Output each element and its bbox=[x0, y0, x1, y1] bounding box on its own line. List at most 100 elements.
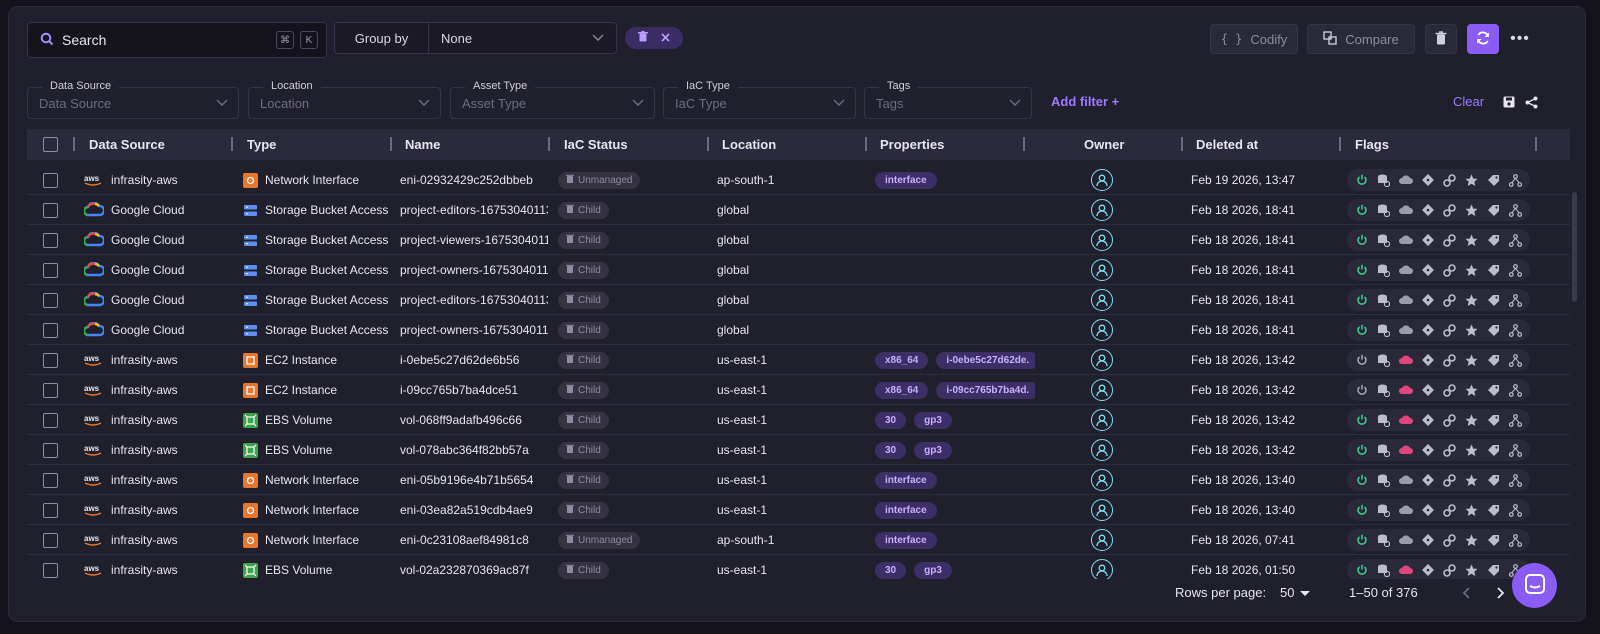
property-tag[interactable]: interface bbox=[875, 531, 937, 549]
power-icon[interactable] bbox=[1354, 202, 1370, 218]
table-row[interactable]: aws infrasity-aws Network Interface eni-05b… bbox=[27, 465, 1570, 495]
drift-cloud-icon[interactable] bbox=[1398, 532, 1414, 548]
star-icon[interactable] bbox=[1463, 562, 1479, 578]
group-by-select[interactable]: Group by None bbox=[334, 22, 617, 54]
asset-name-link[interactable]: vol-02a232870369ac87f bbox=[400, 563, 529, 577]
table-row[interactable]: Google Cloud Storage Bucket Access Co proj… bbox=[27, 285, 1570, 315]
star-icon[interactable] bbox=[1463, 472, 1479, 488]
relations-icon[interactable] bbox=[1507, 502, 1523, 518]
row-checkbox[interactable] bbox=[43, 555, 58, 579]
drift-cloud-icon[interactable] bbox=[1398, 292, 1414, 308]
star-icon[interactable] bbox=[1463, 322, 1479, 338]
owner-avatar[interactable] bbox=[1091, 405, 1113, 435]
add-filter-button[interactable]: Add filter + bbox=[1051, 94, 1120, 109]
link-icon[interactable] bbox=[1441, 412, 1457, 428]
table-row[interactable]: Google Cloud Storage Bucket Access Co proj… bbox=[27, 225, 1570, 255]
property-tag[interactable]: 30 bbox=[875, 411, 907, 429]
table-row[interactable]: Google Cloud Storage Bucket Access Co proj… bbox=[27, 255, 1570, 285]
clear-filters-button[interactable]: Clear bbox=[1453, 94, 1485, 109]
row-checkbox[interactable] bbox=[43, 195, 58, 225]
relations-icon[interactable] bbox=[1507, 442, 1523, 458]
link-icon[interactable] bbox=[1441, 442, 1457, 458]
database-sync-icon[interactable] bbox=[1376, 532, 1392, 548]
row-checkbox[interactable] bbox=[43, 285, 58, 315]
relations-icon[interactable] bbox=[1507, 232, 1523, 248]
property-tag[interactable]: i-0ebe5c27d62de. bbox=[936, 351, 1035, 369]
tag-icon[interactable] bbox=[1485, 352, 1501, 368]
database-sync-icon[interactable] bbox=[1376, 382, 1392, 398]
tag-icon[interactable] bbox=[1485, 502, 1501, 518]
table-row[interactable]: aws infrasity-aws EC2 Instance i-0ebe5c27d6… bbox=[27, 345, 1570, 375]
table-row[interactable]: aws infrasity-aws Network Interface eni-03e… bbox=[27, 495, 1570, 525]
row-checkbox[interactable] bbox=[43, 375, 58, 405]
table-row[interactable]: aws infrasity-aws EC2 Instance i-09cc765b7b… bbox=[27, 375, 1570, 405]
database-sync-icon[interactable] bbox=[1376, 322, 1392, 338]
column-divider[interactable] bbox=[1023, 137, 1025, 151]
property-tag[interactable]: gp3 bbox=[914, 411, 952, 429]
filter-data-source[interactable]: Data Source Data Source bbox=[27, 80, 239, 119]
property-tag[interactable]: interface bbox=[875, 471, 937, 489]
column-divider[interactable] bbox=[865, 137, 867, 151]
asset-name-link[interactable]: eni-02932429c252dbbeb bbox=[400, 173, 533, 187]
owner-avatar[interactable] bbox=[1091, 255, 1113, 285]
row-checkbox[interactable] bbox=[43, 345, 58, 375]
asset-name-link[interactable]: i-09cc765b7ba4dce51 bbox=[400, 383, 519, 397]
owner-avatar[interactable] bbox=[1091, 285, 1113, 315]
search-input[interactable]: Search ⌘ K bbox=[27, 22, 327, 58]
row-checkbox[interactable] bbox=[43, 165, 58, 195]
row-checkbox[interactable] bbox=[43, 405, 58, 435]
vertical-scrollbar[interactable] bbox=[1572, 192, 1577, 302]
owner-avatar[interactable] bbox=[1091, 555, 1113, 579]
git-icon[interactable] bbox=[1420, 202, 1436, 218]
column-divider[interactable] bbox=[390, 137, 392, 151]
owner-avatar[interactable] bbox=[1091, 225, 1113, 255]
tag-icon[interactable] bbox=[1485, 472, 1501, 488]
asset-name-link[interactable]: project-editors-16753040113 bbox=[400, 293, 548, 307]
table-row[interactable]: aws infrasity-aws Network Interface eni-029… bbox=[27, 165, 1570, 195]
git-icon[interactable] bbox=[1420, 292, 1436, 308]
star-icon[interactable] bbox=[1463, 502, 1479, 518]
star-icon[interactable] bbox=[1463, 532, 1479, 548]
column-header-properties[interactable]: Properties bbox=[880, 137, 945, 152]
column-divider[interactable] bbox=[1535, 137, 1537, 151]
column-header-iac-status[interactable]: IaC Status bbox=[564, 137, 628, 152]
database-sync-icon[interactable] bbox=[1376, 472, 1392, 488]
table-row[interactable]: aws infrasity-aws Network Interface eni-0c2… bbox=[27, 525, 1570, 555]
row-checkbox[interactable] bbox=[43, 315, 58, 345]
git-icon[interactable] bbox=[1420, 502, 1436, 518]
power-icon[interactable] bbox=[1354, 412, 1370, 428]
tag-icon[interactable] bbox=[1485, 562, 1501, 578]
relations-icon[interactable] bbox=[1507, 292, 1523, 308]
chat-support-button[interactable] bbox=[1512, 563, 1557, 608]
save-icon[interactable] bbox=[1501, 94, 1517, 110]
owner-avatar[interactable] bbox=[1091, 435, 1113, 465]
filter-asset-type[interactable]: Asset Type Asset Type bbox=[450, 80, 655, 119]
git-icon[interactable] bbox=[1420, 172, 1436, 188]
table-row[interactable]: Google Cloud Storage Bucket Access Co proj… bbox=[27, 315, 1570, 345]
database-sync-icon[interactable] bbox=[1376, 262, 1392, 278]
drift-cloud-icon[interactable] bbox=[1398, 262, 1414, 278]
database-sync-icon[interactable] bbox=[1376, 352, 1392, 368]
close-icon[interactable] bbox=[661, 31, 670, 45]
owner-avatar[interactable] bbox=[1091, 315, 1113, 345]
column-divider[interactable] bbox=[231, 137, 233, 151]
property-tag[interactable]: 30 bbox=[875, 561, 907, 579]
tag-icon[interactable] bbox=[1485, 202, 1501, 218]
column-divider[interactable] bbox=[548, 137, 550, 151]
property-tag[interactable]: i-09cc765b7ba4d. bbox=[936, 381, 1035, 399]
owner-avatar[interactable] bbox=[1091, 375, 1113, 405]
star-icon[interactable] bbox=[1463, 382, 1479, 398]
git-icon[interactable] bbox=[1420, 262, 1436, 278]
power-icon[interactable] bbox=[1354, 352, 1370, 368]
link-icon[interactable] bbox=[1441, 532, 1457, 548]
owner-avatar[interactable] bbox=[1091, 165, 1113, 195]
relations-icon[interactable] bbox=[1507, 322, 1523, 338]
power-icon[interactable] bbox=[1354, 292, 1370, 308]
power-icon[interactable] bbox=[1354, 472, 1370, 488]
deleted-filter-chip[interactable] bbox=[625, 27, 683, 49]
property-tag[interactable]: interface bbox=[875, 501, 937, 519]
tag-icon[interactable] bbox=[1485, 172, 1501, 188]
link-icon[interactable] bbox=[1441, 562, 1457, 578]
link-icon[interactable] bbox=[1441, 352, 1457, 368]
owner-avatar[interactable] bbox=[1091, 195, 1113, 225]
